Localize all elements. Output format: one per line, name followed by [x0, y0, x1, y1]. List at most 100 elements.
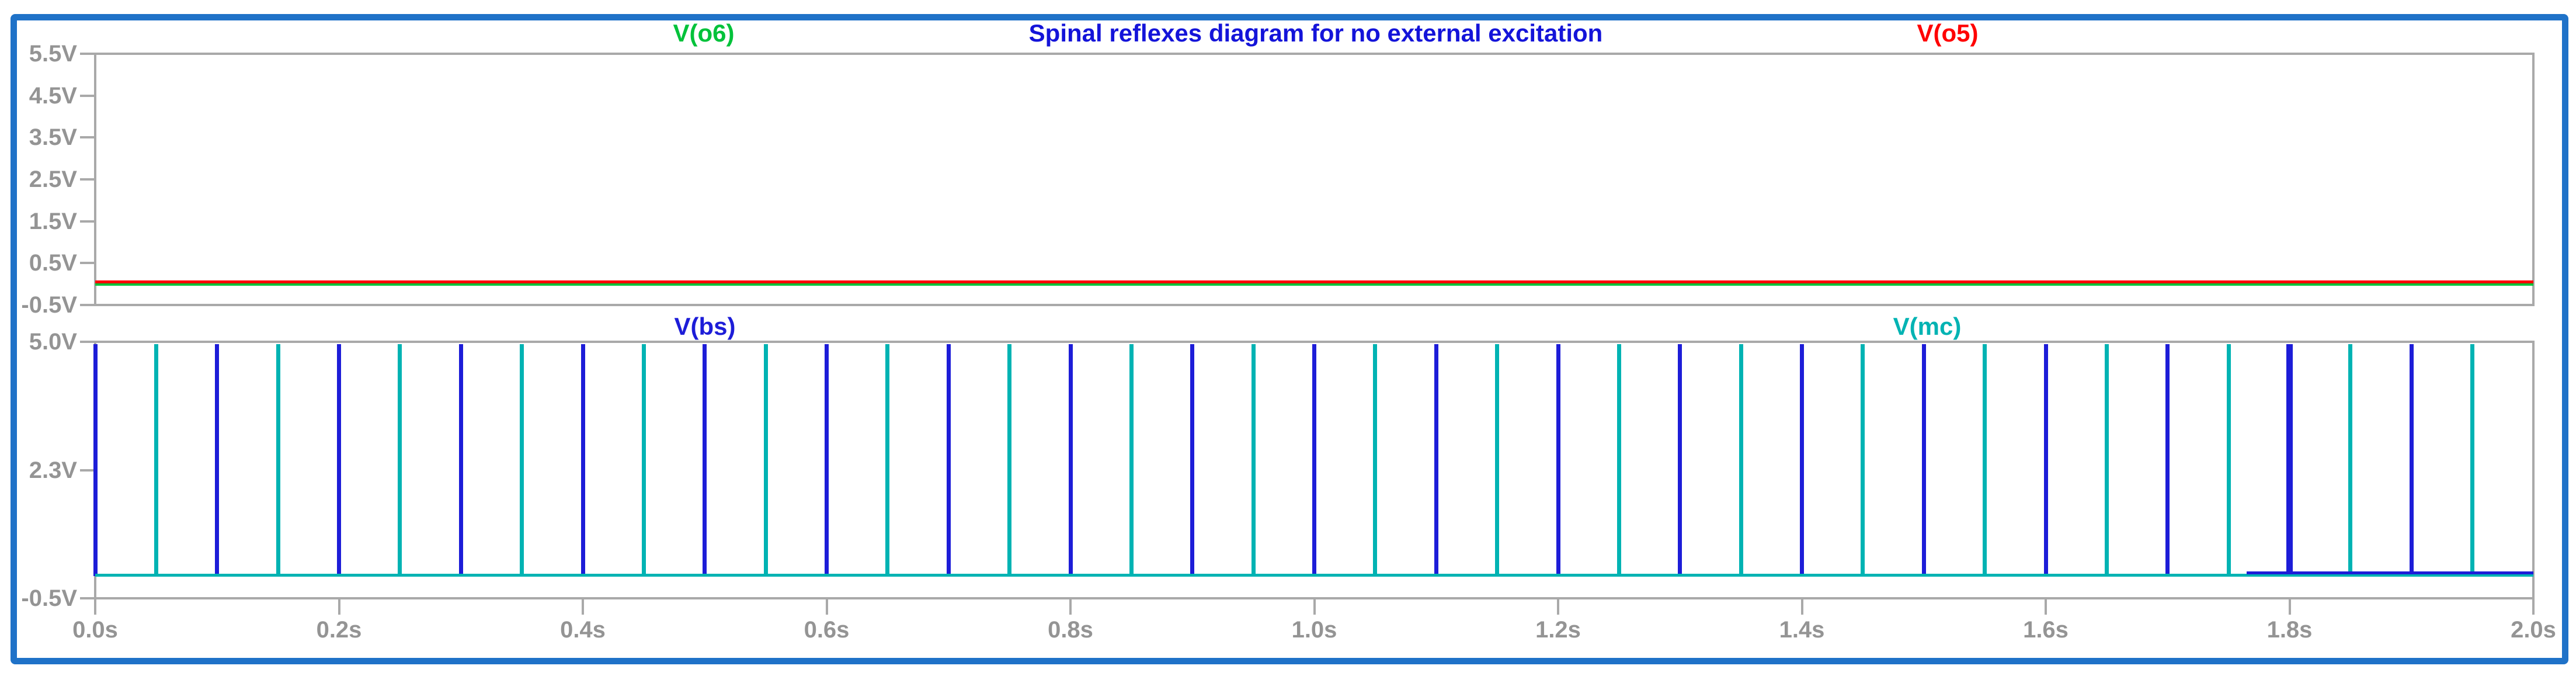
x-tick-mark — [338, 599, 340, 615]
plot-title: Spinal reflexes diagram for no external … — [1028, 19, 1603, 47]
legend-vbs: V(bs) — [674, 313, 736, 340]
y-tick-label: 5.0V — [29, 329, 77, 355]
spike-vmc — [1739, 344, 1743, 577]
spike-vbs — [215, 344, 220, 577]
x-tick-label: 2.0s — [2511, 617, 2556, 643]
x-tick-mark — [1313, 599, 1316, 615]
panel1-border-top — [94, 53, 2535, 55]
y-tick-label: 5.5V — [29, 41, 77, 67]
x-tick-label: 1.4s — [1779, 617, 1825, 643]
y-tick-mark — [80, 304, 95, 306]
spike-vmc — [1129, 344, 1134, 577]
spike-vmc — [154, 344, 158, 577]
spike-vmc — [398, 344, 402, 577]
spike-vmc — [1983, 344, 1987, 577]
spike-vbs — [93, 344, 98, 577]
x-tick-label: 1.0s — [1291, 617, 1337, 643]
x-tick-label: 0.4s — [560, 617, 606, 643]
y-tick-mark — [80, 53, 95, 55]
panel1-border-right — [2532, 53, 2535, 306]
x-tick-mark — [2532, 599, 2535, 615]
baseline-vbs — [2247, 571, 2533, 575]
spike-vmc — [1861, 344, 1865, 577]
spike-vbs — [825, 344, 829, 577]
panel1-border-bottom — [94, 304, 2535, 306]
x-tick-mark — [1069, 599, 1072, 615]
y-tick-label: 2.5V — [29, 167, 77, 192]
spike-vmc — [1616, 344, 1621, 577]
y-tick-mark — [80, 178, 95, 181]
spike-vbs — [1434, 344, 1438, 577]
spike-vbs — [2409, 344, 2414, 577]
spike-vbs — [580, 344, 585, 577]
spike-vbs — [458, 344, 463, 577]
y-tick-mark — [80, 262, 95, 265]
legend-vmc: V(mc) — [1893, 313, 1962, 340]
y-tick-mark — [80, 94, 95, 97]
x-tick-label: 1.2s — [1535, 617, 1581, 643]
x-tick-mark — [94, 599, 96, 615]
spike-vbs — [2165, 344, 2170, 577]
spike-vmc — [276, 344, 280, 577]
plot-frame-border — [11, 14, 2568, 664]
spike-vmc — [1495, 344, 1500, 577]
x-tick-label: 0.2s — [316, 617, 362, 643]
spike-vmc — [2470, 344, 2475, 577]
x-tick-mark — [825, 599, 828, 615]
spike-vmc — [520, 344, 524, 577]
x-tick-mark — [2045, 599, 2047, 615]
y-tick-label: 3.5V — [29, 124, 77, 151]
x-tick-mark — [2288, 599, 2291, 615]
panel1-axis-left — [94, 53, 96, 306]
panel2-border-bottom — [94, 597, 2535, 599]
x-tick-mark — [1800, 599, 1803, 615]
spike-vbs — [946, 344, 951, 577]
y-tick-label: 2.3V — [29, 457, 77, 483]
x-tick-label: 1.8s — [2266, 617, 2313, 643]
spike-vbs — [1312, 344, 1316, 577]
x-tick-label: 0.6s — [804, 617, 850, 643]
y-tick-label: 0.5V — [29, 250, 77, 276]
baseline-vmc — [95, 574, 2533, 577]
y-tick-label: 4.5V — [29, 82, 77, 109]
spike-vbs — [2286, 344, 2293, 577]
spike-vbs — [1800, 344, 1804, 577]
legend-vo5: V(o5) — [1917, 19, 1979, 47]
y-tick-mark — [80, 469, 95, 472]
panel2-border-top — [94, 341, 2535, 343]
spike-vmc — [763, 344, 768, 577]
x-tick-label: 0.8s — [1048, 617, 1093, 643]
spike-vmc — [885, 344, 890, 577]
spike-vmc — [1251, 344, 1256, 577]
y-tick-mark — [80, 136, 95, 139]
spike-vmc — [1373, 344, 1378, 577]
trace-vo5 — [95, 280, 2533, 283]
spike-vmc — [1007, 344, 1012, 577]
trace-vo6 — [95, 282, 2533, 286]
spike-vbs — [1068, 344, 1073, 577]
spike-vmc — [2104, 344, 2109, 577]
spike-vbs — [2043, 344, 2048, 577]
y-tick-label: -0.5V — [21, 585, 77, 611]
spike-vmc — [2348, 344, 2353, 577]
spike-vbs — [337, 344, 341, 577]
x-tick-mark — [1557, 599, 1559, 615]
panel2-border-right — [2532, 341, 2535, 599]
spike-vbs — [1921, 344, 1926, 577]
y-tick-label: -0.5V — [21, 292, 77, 318]
y-tick-label: 1.5V — [29, 208, 77, 234]
y-tick-mark — [80, 341, 95, 343]
x-tick-label: 0.0s — [72, 617, 118, 643]
x-tick-mark — [582, 599, 584, 615]
spike-vbs — [1190, 344, 1195, 577]
legend-vo6: V(o6) — [673, 19, 735, 47]
y-tick-mark — [80, 220, 95, 223]
spike-vbs — [1678, 344, 1682, 577]
y-tick-mark — [80, 597, 95, 599]
x-tick-label: 1.6s — [2023, 617, 2069, 643]
spike-vmc — [641, 344, 646, 577]
spike-vmc — [2226, 344, 2231, 577]
spike-vbs — [703, 344, 707, 577]
spike-vbs — [1556, 344, 1560, 577]
